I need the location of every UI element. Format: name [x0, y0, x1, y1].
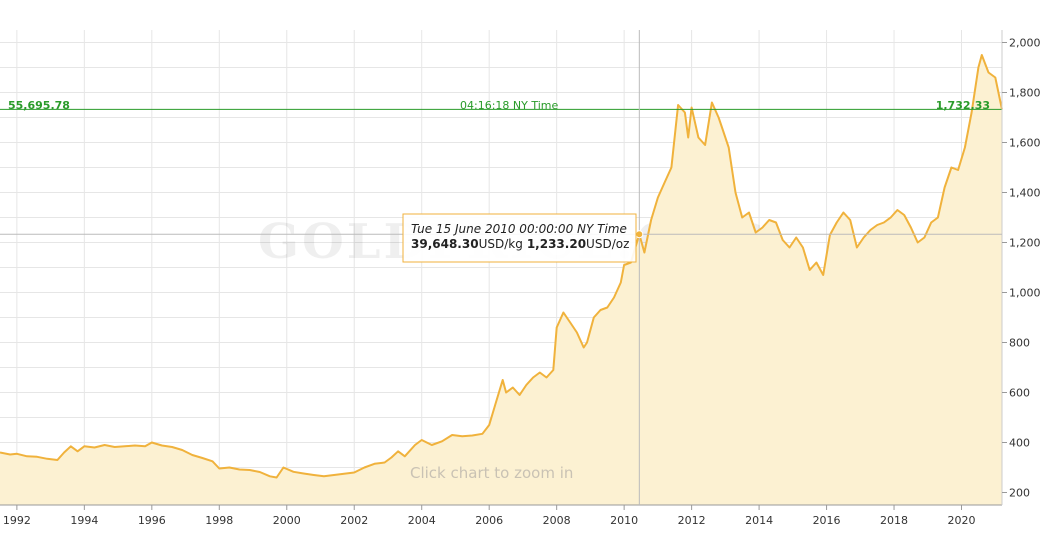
zoom-hint: Click chart to zoom in [410, 464, 573, 482]
live-price-right-label: 1,732.33 [936, 99, 990, 112]
tooltip-title: Tue 15 June 2010 00:00:00 NY Time [411, 222, 627, 236]
y-tick-label: 1,600 [1009, 137, 1041, 150]
live-time-label: 04:16:18 NY Time [460, 99, 558, 112]
x-tick-label: 2012 [678, 514, 706, 527]
grid [0, 30, 1002, 505]
tooltip-values: 39,648.30USD/kg 1,233.20USD/oz [411, 237, 629, 251]
tooltip-oz-value: 1,233.20 [527, 237, 586, 251]
x-tick-label: 2014 [745, 514, 773, 527]
y-tick-label: 1,200 [1009, 237, 1041, 250]
x-tick-label: 2016 [813, 514, 841, 527]
y-tick-label: 200 [1009, 487, 1030, 500]
tooltip-kg-unit: USD/kg [479, 237, 523, 251]
axes: 200 400 600 800 1,000 1,200 1,400 1,600 1,800 2,0… [0, 30, 1041, 527]
tooltip: Tue 15 June 2010 00:00:00 NY Time 39,648… [402, 213, 637, 263]
x-tick-label: 1998 [205, 514, 233, 527]
y-tick-label: 1,800 [1009, 87, 1041, 100]
live-price-left-label: 55,695.78 [8, 99, 70, 112]
y-tick-label: 800 [1009, 337, 1030, 350]
x-tick-label: 2010 [610, 514, 638, 527]
x-tick-label: 2000 [273, 514, 301, 527]
x-tick-label: 2020 [948, 514, 976, 527]
y-tick-label: 400 [1009, 437, 1030, 450]
y-tick-label: 2,000 [1009, 37, 1041, 50]
x-tick-label: 2004 [408, 514, 436, 527]
tooltip-box [402, 213, 637, 263]
y-tick-label: 1,000 [1009, 287, 1041, 300]
y-tick-label: 1,400 [1009, 187, 1041, 200]
tooltip-oz-unit: USD/oz [586, 237, 629, 251]
x-tick-label: 1994 [70, 514, 98, 527]
x-tick-label: 2002 [340, 514, 368, 527]
price-line [0, 54, 1003, 479]
y-tick-label: 600 [1009, 387, 1030, 400]
hover-point[interactable] [635, 230, 644, 239]
x-tick-label: 2018 [880, 514, 908, 527]
x-tick-label: 1992 [3, 514, 31, 527]
x-tick-label: 2006 [475, 514, 503, 527]
price-area-fill [0, 55, 1002, 505]
tooltip-kg-value: 39,648.30 [411, 237, 479, 251]
x-tick-label: 2008 [543, 514, 571, 527]
x-tick-label: 1996 [138, 514, 166, 527]
